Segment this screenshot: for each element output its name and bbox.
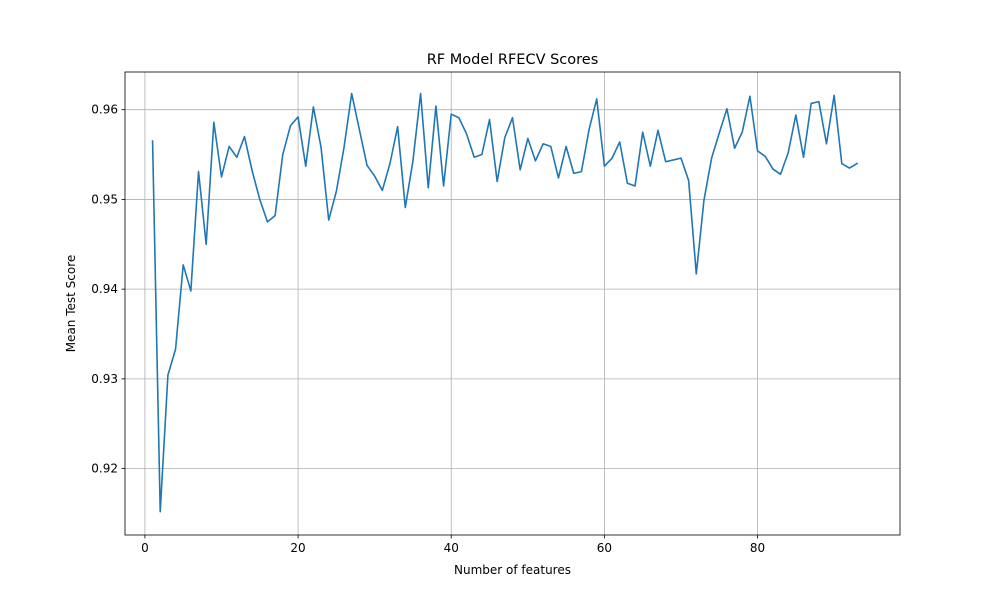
y-tick-label: 0.94	[91, 282, 118, 296]
x-axis-label: Number of features	[454, 563, 571, 577]
plot-frame	[124, 71, 901, 536]
grid-layer	[125, 72, 900, 535]
chart-title: RF Model RFECV Scores	[427, 52, 599, 68]
line-layer	[151, 92, 859, 513]
y-axis-label: Mean Test Score	[64, 255, 78, 353]
x-tick-label: 0	[141, 541, 149, 555]
y-tick-label: 0.93	[91, 372, 118, 386]
y-tick-label: 0.92	[91, 462, 118, 476]
series-line	[151, 92, 859, 513]
tick-layer: 0 20 40 60 80 0.92 0.93 0.94 0.95 0.96	[91, 103, 765, 555]
x-tick-label: 40	[444, 541, 459, 555]
x-tick-label: 60	[597, 541, 612, 555]
x-tick-label: 20	[290, 541, 305, 555]
y-tick-label: 0.95	[91, 192, 118, 206]
x-tick-label: 80	[750, 541, 765, 555]
y-tick-label: 0.96	[91, 103, 118, 117]
